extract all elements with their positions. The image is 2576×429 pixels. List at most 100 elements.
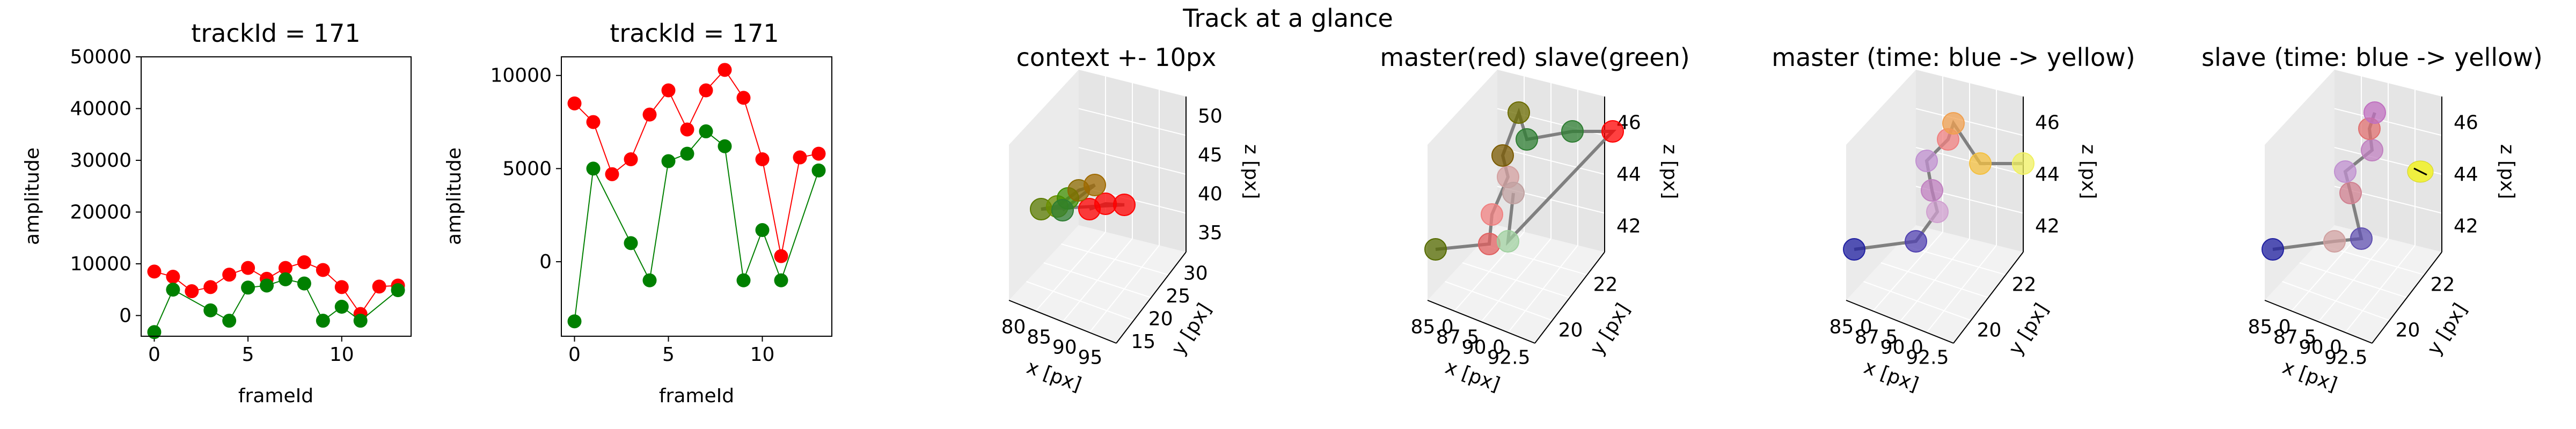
x-tick-label: 5 — [662, 344, 675, 366]
y-tick-label: 0 — [539, 251, 552, 273]
z-axis-label: z [px] — [1240, 144, 1262, 199]
y-tick-label: 20 — [2396, 320, 2420, 342]
series-2-point — [699, 124, 713, 138]
y-tick-label: 10000 — [490, 65, 552, 87]
track-point — [1084, 174, 1106, 196]
series-2-point — [586, 161, 601, 176]
z-tick-label: 42 — [1616, 216, 1641, 238]
track-point — [1942, 112, 1965, 135]
series-2-point — [316, 314, 330, 328]
track-point — [1969, 152, 1992, 175]
y-tick-label: 10000 — [70, 253, 131, 275]
series-1-point — [736, 91, 751, 105]
series-2-point — [297, 276, 311, 291]
figure-suptitle: Track at a glance — [1182, 4, 1393, 33]
gridline — [1481, 238, 1552, 322]
track-point — [1497, 230, 1519, 253]
series-2-point — [334, 300, 349, 314]
panel-1-title: trackId = 171 — [191, 19, 360, 48]
x-axis-line — [1008, 300, 1117, 344]
series-1-point — [755, 152, 770, 167]
y-axis-label: y [px] — [1586, 300, 1634, 359]
track-path — [2413, 167, 2427, 176]
floor-pane — [1428, 225, 1605, 343]
y-axis-label: y [px] — [2423, 300, 2471, 359]
panel-3-title: context +- 10px — [1016, 43, 1217, 72]
track-point — [1491, 144, 1514, 167]
track-point — [2012, 152, 2035, 175]
gridline — [1915, 108, 2024, 136]
floor-pane — [2265, 225, 2442, 343]
x-tick-label: 85.0 — [1410, 316, 1453, 338]
series-line-1 — [574, 69, 819, 256]
series-2-point — [567, 314, 582, 329]
series-2-point — [147, 325, 162, 339]
track-point — [1926, 201, 1949, 223]
y-axis-label: y [px] — [2004, 300, 2053, 359]
x-tick-label: 95 — [1078, 347, 1103, 369]
series-1-point — [793, 150, 807, 165]
track-point — [2262, 238, 2284, 261]
panel-1: trackId = 171 0 5 10 0 10000 20000 30000 40000 5… — [21, 19, 412, 407]
series-1-point — [372, 279, 386, 294]
z-tick-label: 44 — [2035, 164, 2060, 186]
left-wall-pane — [1009, 70, 1079, 300]
floor-pane — [1846, 225, 2023, 343]
track-point — [2323, 230, 2346, 253]
panel-1-marks: 0 5 10 0 10000 20000 30000 40000 50000 — [70, 46, 405, 366]
track-point — [2334, 160, 2357, 183]
x-tick-label: 87.5 — [1436, 326, 1479, 348]
x-axis-line — [1427, 300, 1535, 344]
panel-6: slave (time: blue -> yellow) 85.087.590.… — [2201, 43, 2543, 396]
panel-2-frame — [561, 56, 832, 337]
track-point — [1113, 194, 1136, 216]
x-tick-label: 85.0 — [2248, 316, 2290, 338]
x-tick-label: 85.0 — [1829, 316, 1872, 338]
y-tick-label: 5000 — [502, 158, 552, 180]
y-axis-line — [1534, 252, 1605, 344]
series-line-2 — [574, 130, 819, 322]
series-1-point — [680, 122, 694, 137]
gridline — [1078, 108, 1187, 136]
series-2-point — [661, 154, 676, 168]
series-1-point — [774, 249, 788, 263]
z-axis-label: z [px] — [2077, 144, 2099, 199]
z-tick-label: 46 — [2454, 112, 2478, 134]
series-2-point — [718, 139, 732, 153]
x-axis-label: x [px] — [1024, 356, 1085, 396]
x-tick-label: 10 — [330, 344, 354, 366]
z-tick-label: 50 — [1198, 105, 1223, 127]
series-1-point — [642, 107, 657, 122]
z-tick-label: 46 — [2035, 112, 2060, 134]
series-1-point — [241, 261, 255, 275]
z-axis-label: z [px] — [2496, 144, 2518, 199]
gridline — [2345, 245, 2416, 333]
panel-1-xlabel: frameId — [238, 385, 313, 407]
x-tick-label: 90.0 — [1462, 337, 1505, 359]
track-point — [1094, 193, 1117, 215]
panel-2: trackId = 171 0 5 10 0 5000 10000 frameId amp… — [443, 19, 832, 407]
x-tick-label: 85 — [1027, 326, 1051, 348]
series-1-point — [605, 167, 619, 181]
track-point — [2339, 182, 2362, 204]
series-1-point — [699, 83, 713, 98]
y-tick-label: 22 — [1593, 274, 1618, 296]
panel-5-title: master (time: blue -> yellow) — [1772, 43, 2135, 72]
gridline — [1062, 238, 1133, 322]
y-tick-label: 22 — [2431, 274, 2455, 296]
x-tick-label: 87.5 — [1855, 326, 1898, 348]
panel-5: master (time: blue -> yellow) 85.087.590… — [1772, 43, 2135, 396]
gridline — [1507, 245, 1578, 333]
gridline — [2334, 108, 2442, 136]
series-2-point — [222, 314, 237, 328]
y-tick-label: 40000 — [70, 98, 131, 120]
gridline — [2318, 238, 2389, 322]
y-axis-line — [2372, 252, 2442, 344]
series-1-point — [222, 268, 237, 282]
track-point — [1502, 182, 1525, 204]
z-tick-label: 40 — [1198, 183, 1223, 205]
series-2-point — [811, 163, 826, 177]
gridline — [1061, 243, 1169, 276]
x-tick-label: 90.0 — [1880, 337, 1923, 359]
